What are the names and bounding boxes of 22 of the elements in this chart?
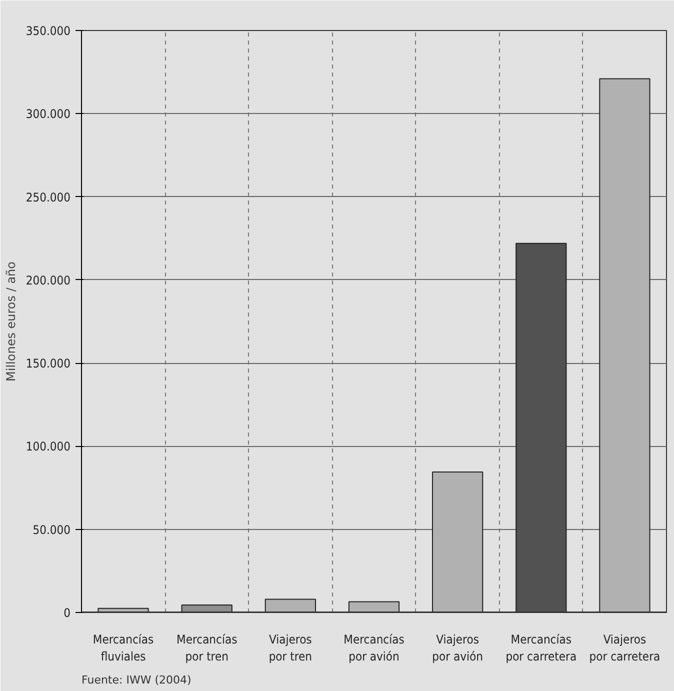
y-tick-label: 200.000 bbox=[26, 273, 71, 288]
x-tick-label: Mercancías por avión bbox=[344, 632, 405, 664]
bar bbox=[264, 598, 316, 612]
y-tick-label: 50.000 bbox=[32, 522, 71, 537]
y-axis-title: Millones euros / año bbox=[4, 262, 18, 382]
y-tick-label: 0 bbox=[64, 606, 71, 620]
bar bbox=[516, 242, 567, 612]
x-tick-label: Mercancías fluviales bbox=[92, 632, 154, 664]
bar bbox=[599, 78, 650, 612]
x-tick-label: Mercancías por carretera bbox=[506, 632, 577, 664]
y-tick-label: 100.000 bbox=[26, 440, 71, 454]
source-note: Fuente: IWW (2004) bbox=[82, 674, 192, 686]
x-tick-label: Viajeros por avión bbox=[432, 632, 483, 664]
x-tick-label: Viajeros por carretera bbox=[589, 632, 660, 664]
x-tick-label: Mercancías por tren bbox=[176, 632, 238, 664]
y-tick-label: 250.000 bbox=[26, 190, 71, 204]
x-tick-label: Viajeros por tren bbox=[268, 632, 312, 664]
y-tick-label: 300.000 bbox=[26, 107, 71, 122]
bar bbox=[348, 601, 400, 612]
bar bbox=[432, 471, 484, 612]
y-tick-label: 150.000 bbox=[26, 356, 71, 371]
y-tick-label: 350.000 bbox=[26, 24, 71, 38]
